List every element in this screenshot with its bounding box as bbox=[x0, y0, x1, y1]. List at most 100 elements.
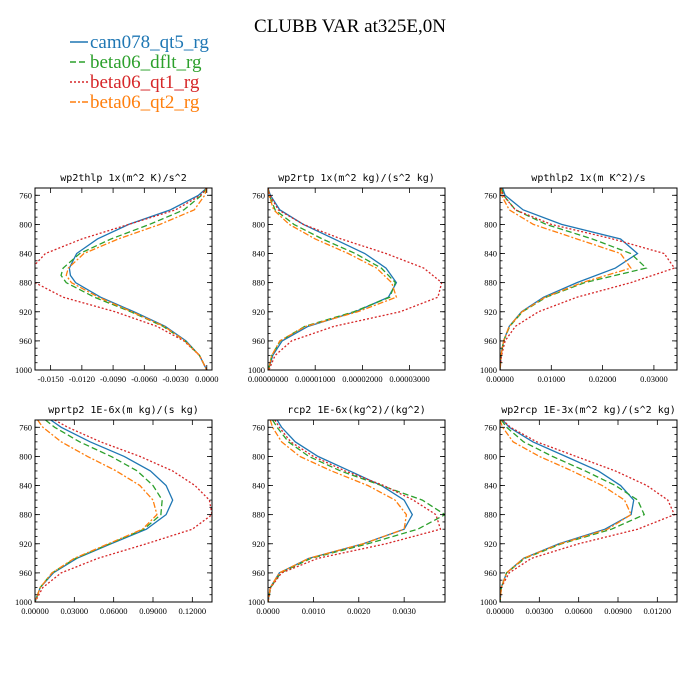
series-line-beta06_qt1_rg bbox=[500, 188, 676, 370]
legend-label-beta06_qt2_rg: beta06_qt2_rg bbox=[90, 92, 200, 113]
x-tick-label: 0.00000 bbox=[486, 606, 514, 616]
y-tick-label: 1000 bbox=[15, 365, 32, 375]
series-line-beta06_dflt_rg bbox=[268, 420, 445, 602]
y-tick-label: 920 bbox=[252, 307, 265, 317]
x-tick-label: 0.0000 bbox=[256, 606, 279, 616]
y-tick-label: 800 bbox=[252, 451, 265, 461]
y-tick-label: 840 bbox=[484, 481, 497, 491]
panel-title: wp2thlp 1x(m^2 K)/s^2 bbox=[60, 173, 186, 184]
panel-title: wp2rcp 1E-3x(m^2 kg)/(s^2 kg) bbox=[501, 405, 676, 416]
y-tick-label: 840 bbox=[19, 249, 32, 259]
panel-6: wp2rcp 1E-3x(m^2 kg)/(s^2 kg) 760 800 840 88… bbox=[480, 405, 678, 616]
x-tick-label: -0.0090 bbox=[100, 374, 126, 384]
series-line-beta06_qt1_rg bbox=[500, 420, 676, 602]
series-line-cam078_qt5_rg bbox=[35, 420, 174, 602]
plot-frame bbox=[34, 187, 213, 371]
y-tick-label: 880 bbox=[19, 510, 32, 520]
x-tick-label: 0.01200 bbox=[644, 606, 672, 616]
series-group bbox=[268, 188, 443, 370]
y-tick-label: 880 bbox=[252, 278, 265, 288]
y-tick-label: 800 bbox=[484, 219, 497, 229]
series-line-beta06_qt1_rg bbox=[268, 420, 442, 602]
y-tick-label: 1000 bbox=[15, 597, 32, 607]
x-tick-label: 0.00000000 bbox=[248, 374, 288, 384]
series-line-beta06_qt2_rg bbox=[35, 420, 158, 602]
x-tick-label: 0.00002000 bbox=[342, 374, 382, 384]
plot-frame bbox=[267, 419, 446, 603]
x-tick-label: 0.00600 bbox=[565, 606, 593, 616]
y-tick-label: 800 bbox=[252, 219, 265, 229]
series-line-beta06_qt2_rg bbox=[268, 188, 398, 370]
series-line-beta06_qt2_rg bbox=[500, 420, 632, 602]
y-tick-label: 760 bbox=[19, 422, 32, 432]
y-tick-label: 760 bbox=[252, 190, 265, 200]
y-tick-label: 920 bbox=[484, 539, 497, 549]
x-tick-label: 0.01000 bbox=[537, 374, 565, 384]
series-group bbox=[35, 420, 212, 602]
x-tick-label: -0.0060 bbox=[131, 374, 157, 384]
series-group bbox=[35, 188, 208, 370]
y-tick-label: 840 bbox=[252, 481, 265, 491]
series-line-cam078_qt5_rg bbox=[500, 188, 639, 370]
x-tick-label: 0.09000 bbox=[139, 606, 167, 616]
series-group bbox=[500, 420, 676, 602]
legend-label-cam078_qt5_rg: cam078_qt5_rg bbox=[90, 32, 209, 53]
x-tick-label: 0.00001000 bbox=[295, 374, 335, 384]
y-tick-label: 880 bbox=[484, 510, 497, 520]
y-tick-label: 960 bbox=[19, 336, 32, 346]
series-line-beta06_dflt_rg bbox=[60, 188, 208, 370]
y-tick-label: 800 bbox=[484, 451, 497, 461]
x-tick-label: 0.0010 bbox=[302, 606, 325, 616]
plot-frame bbox=[499, 187, 678, 371]
x-tick-label: -0.0150 bbox=[38, 374, 64, 384]
x-tick-label: -0.0120 bbox=[69, 374, 95, 384]
y-tick-label: 840 bbox=[19, 481, 32, 491]
x-tick-label: 0.0030 bbox=[392, 606, 415, 616]
y-tick-label: 920 bbox=[252, 539, 265, 549]
legend: cam078_qt5_rgbeta06_dflt_rgbeta06_qt1_rg… bbox=[70, 32, 209, 113]
series-group bbox=[268, 420, 445, 602]
x-tick-label: 0.06000 bbox=[100, 606, 128, 616]
plot-frame bbox=[499, 419, 678, 603]
y-tick-label: 800 bbox=[19, 451, 32, 461]
panel-title: wprtp2 1E-6x(m kg)/(s kg) bbox=[48, 405, 199, 416]
x-tick-label: 0.0000 bbox=[195, 374, 218, 384]
y-tick-label: 1000 bbox=[480, 597, 497, 607]
y-tick-label: 800 bbox=[19, 219, 32, 229]
legend-label-beta06_qt1_rg: beta06_qt1_rg bbox=[90, 72, 200, 93]
series-line-beta06_qt2_rg bbox=[500, 188, 632, 370]
panel-title: wpthlp2 1x(m K^2)/s bbox=[531, 173, 645, 184]
panel-4: wprtp2 1E-6x(m kg)/(s kg) 760 800 840 880 920… bbox=[15, 405, 213, 616]
y-tick-label: 960 bbox=[19, 568, 32, 578]
series-line-cam078_qt5_rg bbox=[268, 188, 398, 370]
x-tick-label: -0.0030 bbox=[162, 374, 188, 384]
panel-title: rcp2 1E-6x(kg^2)/(kg^2) bbox=[287, 405, 425, 416]
series-line-cam078_qt5_rg bbox=[268, 420, 414, 602]
series-line-beta06_dflt_rg bbox=[268, 188, 397, 370]
series-line-beta06_qt2_rg bbox=[65, 188, 208, 370]
y-tick-label: 1000 bbox=[248, 597, 265, 607]
y-tick-label: 920 bbox=[484, 307, 497, 317]
y-tick-label: 760 bbox=[484, 422, 497, 432]
x-tick-label: 0.00000 bbox=[486, 374, 514, 384]
y-tick-label: 960 bbox=[484, 568, 497, 578]
figure-title: CLUBB VAR at325E,0N bbox=[254, 16, 446, 37]
x-tick-label: 0.0020 bbox=[347, 606, 370, 616]
series-group bbox=[500, 188, 676, 370]
y-tick-label: 880 bbox=[484, 278, 497, 288]
panel-3: wpthlp2 1x(m K^2)/s 760 800 840 880 920 960 100… bbox=[480, 173, 678, 384]
x-tick-label: 0.03000 bbox=[61, 606, 89, 616]
series-line-beta06_qt1_rg bbox=[35, 420, 212, 602]
y-tick-label: 920 bbox=[19, 307, 32, 317]
x-tick-label: 0.00300 bbox=[526, 606, 554, 616]
series-line-beta06_dflt_rg bbox=[500, 188, 648, 370]
series-line-beta06_dflt_rg bbox=[500, 420, 646, 602]
y-tick-label: 960 bbox=[252, 336, 265, 346]
plot-frame bbox=[267, 187, 446, 371]
series-line-cam078_qt5_rg bbox=[500, 420, 635, 602]
y-tick-label: 840 bbox=[484, 249, 497, 259]
panel-2: wp2rtp 1x(m^2 kg)/(s^2 kg) 760 800 840 880 92… bbox=[248, 173, 446, 384]
plot-frame bbox=[34, 419, 213, 603]
y-tick-label: 1000 bbox=[248, 365, 265, 375]
